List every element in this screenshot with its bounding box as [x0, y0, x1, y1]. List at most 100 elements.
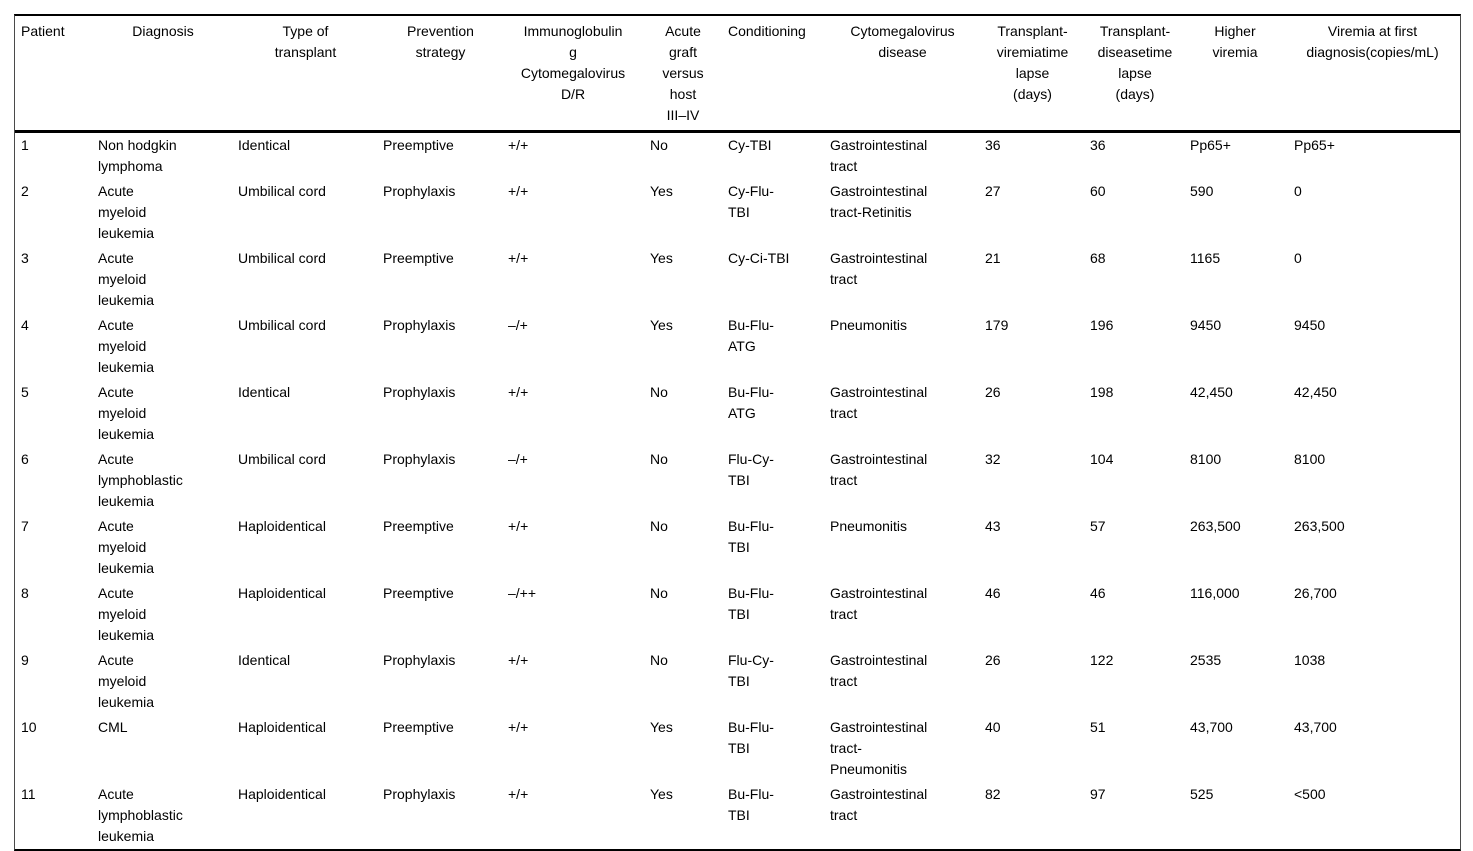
- column-header-immunoglobulin-cmv-dr: Immunoglobulin g Cytomegalovirus D/R: [503, 16, 643, 133]
- cell-prevention-strategy: Preemptive: [383, 137, 454, 153]
- cell-viremia-first-diagnosis: 263,500: [1294, 518, 1345, 534]
- cell-viremia-first-diagnosis: <500: [1294, 786, 1326, 802]
- cell-viremia-first-diagnosis: 26,700: [1294, 585, 1337, 601]
- column-header-transplant-viremia-lapse: Transplant- viremiatime lapse (days): [980, 16, 1085, 133]
- column-header-prevention-strategy: Prevention strategy: [378, 16, 503, 133]
- cell-transplant-disease-lapse: 51: [1090, 719, 1106, 735]
- cell-cmv-disease: Pneumonitis: [830, 317, 908, 333]
- cell-diagnosis: Acute lymphoblastic leukemia: [98, 786, 183, 844]
- cell-acute-gvhd: Yes: [650, 317, 673, 333]
- cell-transplant-type: Umbilical cord: [238, 317, 326, 333]
- cell-acute-gvhd: No: [650, 585, 668, 601]
- cell-transplant-disease-lapse: 198: [1090, 384, 1114, 400]
- header-row: Patient Diagnosis Type of transplant Preven…: [15, 16, 1460, 133]
- table-row: 5 Acute myeloid leukemia Identical Prophyla…: [15, 380, 1460, 447]
- table-row: 6 Acute lymphoblastic leukemia Umbilical c…: [15, 447, 1460, 514]
- cell-conditioning: Flu-Cy- TBI: [728, 451, 774, 488]
- cell-higher-viremia: 1165: [1190, 250, 1221, 266]
- cell-cmv-disease: Gastrointestinal tract: [830, 451, 928, 488]
- cell-diagnosis: Acute lymphoblastic leukemia: [98, 451, 183, 509]
- cell-viremia-first-diagnosis: Pp65+: [1294, 137, 1335, 153]
- cell-acute-gvhd: No: [650, 384, 668, 400]
- cell-transplant-disease-lapse: 57: [1090, 518, 1106, 534]
- cell-higher-viremia: Pp65+: [1190, 137, 1231, 153]
- cell-transplant-type: Haploidentical: [238, 719, 326, 735]
- cell-prevention-strategy: Preemptive: [383, 719, 454, 735]
- cell-transplant-viremia-lapse: 27: [985, 183, 1001, 199]
- cell-viremia-first-diagnosis: 9450: [1294, 317, 1326, 333]
- table-row: 8 Acute myeloid leukemia Haploidentical Pre…: [15, 581, 1460, 648]
- column-header-cmv-disease: Cytomegalovirus disease: [825, 16, 980, 133]
- cell-transplant-viremia-lapse: 179: [985, 317, 1009, 333]
- cell-immunoglobulin-cmv-dr: +/+: [508, 719, 529, 735]
- table-row: 7 Acute myeloid leukemia Haploidentical Pre…: [15, 514, 1460, 581]
- cell-immunoglobulin-cmv-dr: +/+: [508, 518, 529, 534]
- cell-immunoglobulin-cmv-dr: +/+: [508, 786, 529, 802]
- cell-transplant-viremia-lapse: 21: [985, 250, 1001, 266]
- cell-prevention-strategy: Prophylaxis: [383, 183, 456, 199]
- cell-higher-viremia: 8100: [1190, 451, 1222, 467]
- cell-immunoglobulin-cmv-dr: –/+: [508, 451, 528, 467]
- cell-higher-viremia: 263,500: [1190, 518, 1241, 534]
- cell-patient: 6: [21, 451, 29, 467]
- cell-diagnosis: Non hodgkin lymphoma: [98, 137, 177, 174]
- cell-diagnosis: Acute myeloid leukemia: [98, 250, 155, 308]
- column-header-viremia-first-diagnosis: Viremia at first diagnosis(copies/mL): [1285, 16, 1460, 133]
- cell-transplant-type: Identical: [238, 652, 291, 668]
- cell-transplant-type: Haploidentical: [238, 518, 326, 534]
- column-header-transplant-type: Type of transplant: [233, 16, 378, 133]
- cell-prevention-strategy: Preemptive: [383, 250, 454, 266]
- cell-transplant-disease-lapse: 60: [1090, 183, 1106, 199]
- cell-cmv-disease: Gastrointestinal tract-Retinitis: [830, 183, 928, 220]
- cell-patient: 1: [21, 137, 29, 153]
- cell-transplant-disease-lapse: 46: [1090, 585, 1106, 601]
- cell-immunoglobulin-cmv-dr: +/+: [508, 384, 529, 400]
- cell-diagnosis: Acute myeloid leukemia: [98, 384, 155, 442]
- cell-viremia-first-diagnosis: 0: [1294, 250, 1302, 266]
- cell-transplant-disease-lapse: 122: [1090, 652, 1114, 668]
- cell-transplant-viremia-lapse: 36: [985, 137, 1001, 153]
- cell-immunoglobulin-cmv-dr: +/+: [508, 137, 529, 153]
- cell-diagnosis: CML: [98, 719, 128, 735]
- cell-prevention-strategy: Prophylaxis: [383, 652, 456, 668]
- cell-conditioning: Bu-Flu- TBI: [728, 786, 774, 823]
- cell-prevention-strategy: Preemptive: [383, 518, 454, 534]
- cell-cmv-disease: Pneumonitis: [830, 518, 908, 534]
- cell-viremia-first-diagnosis: 43,700: [1294, 719, 1337, 735]
- cell-conditioning: Cy-Flu- TBI: [728, 183, 774, 220]
- cell-acute-gvhd: Yes: [650, 183, 673, 199]
- cell-transplant-type: Umbilical cord: [238, 250, 326, 266]
- cell-cmv-disease: Gastrointestinal tract- Pneumonitis: [830, 719, 928, 777]
- cell-transplant-viremia-lapse: 43: [985, 518, 1001, 534]
- cell-viremia-first-diagnosis: 8100: [1294, 451, 1326, 467]
- column-header-conditioning: Conditioning: [723, 16, 825, 133]
- cell-patient: 4: [21, 317, 29, 333]
- cell-conditioning: Bu-Flu- TBI: [728, 518, 774, 555]
- cell-higher-viremia: 9450: [1190, 317, 1222, 333]
- cell-transplant-disease-lapse: 104: [1090, 451, 1114, 467]
- cell-conditioning: Cy-Ci-TBI: [728, 250, 790, 266]
- cell-conditioning: Bu-Flu- ATG: [728, 384, 774, 421]
- cell-prevention-strategy: Prophylaxis: [383, 317, 456, 333]
- cell-transplant-viremia-lapse: 46: [985, 585, 1001, 601]
- cell-diagnosis: Acute myeloid leukemia: [98, 585, 155, 643]
- cell-transplant-viremia-lapse: 32: [985, 451, 1001, 467]
- cell-higher-viremia: 2535: [1190, 652, 1222, 668]
- cell-transplant-type: Umbilical cord: [238, 451, 326, 467]
- cell-cmv-disease: Gastrointestinal tract: [830, 137, 928, 174]
- cell-patient: 3: [21, 250, 29, 266]
- table-body: 1 Non hodgkin lymphoma Identical Preemptive…: [15, 132, 1460, 850]
- cell-higher-viremia: 525: [1190, 786, 1214, 802]
- cell-cmv-disease: Gastrointestinal tract: [830, 250, 928, 287]
- cell-acute-gvhd: No: [650, 518, 668, 534]
- table-row: 2 Acute myeloid leukemia Umbilical cord Pro…: [15, 179, 1460, 246]
- column-header-higher-viremia: Higher viremia: [1185, 16, 1285, 133]
- cell-acute-gvhd: No: [650, 652, 668, 668]
- cell-patient: 5: [21, 384, 29, 400]
- cell-diagnosis: Acute myeloid leukemia: [98, 183, 155, 241]
- column-header-acute-gvhd: Acute graft versus host III–IV: [643, 16, 723, 133]
- column-header-patient: Patient: [15, 16, 93, 133]
- cell-transplant-disease-lapse: 97: [1090, 786, 1106, 802]
- cell-cmv-disease: Gastrointestinal tract: [830, 384, 928, 421]
- cell-diagnosis: Acute myeloid leukemia: [98, 518, 155, 576]
